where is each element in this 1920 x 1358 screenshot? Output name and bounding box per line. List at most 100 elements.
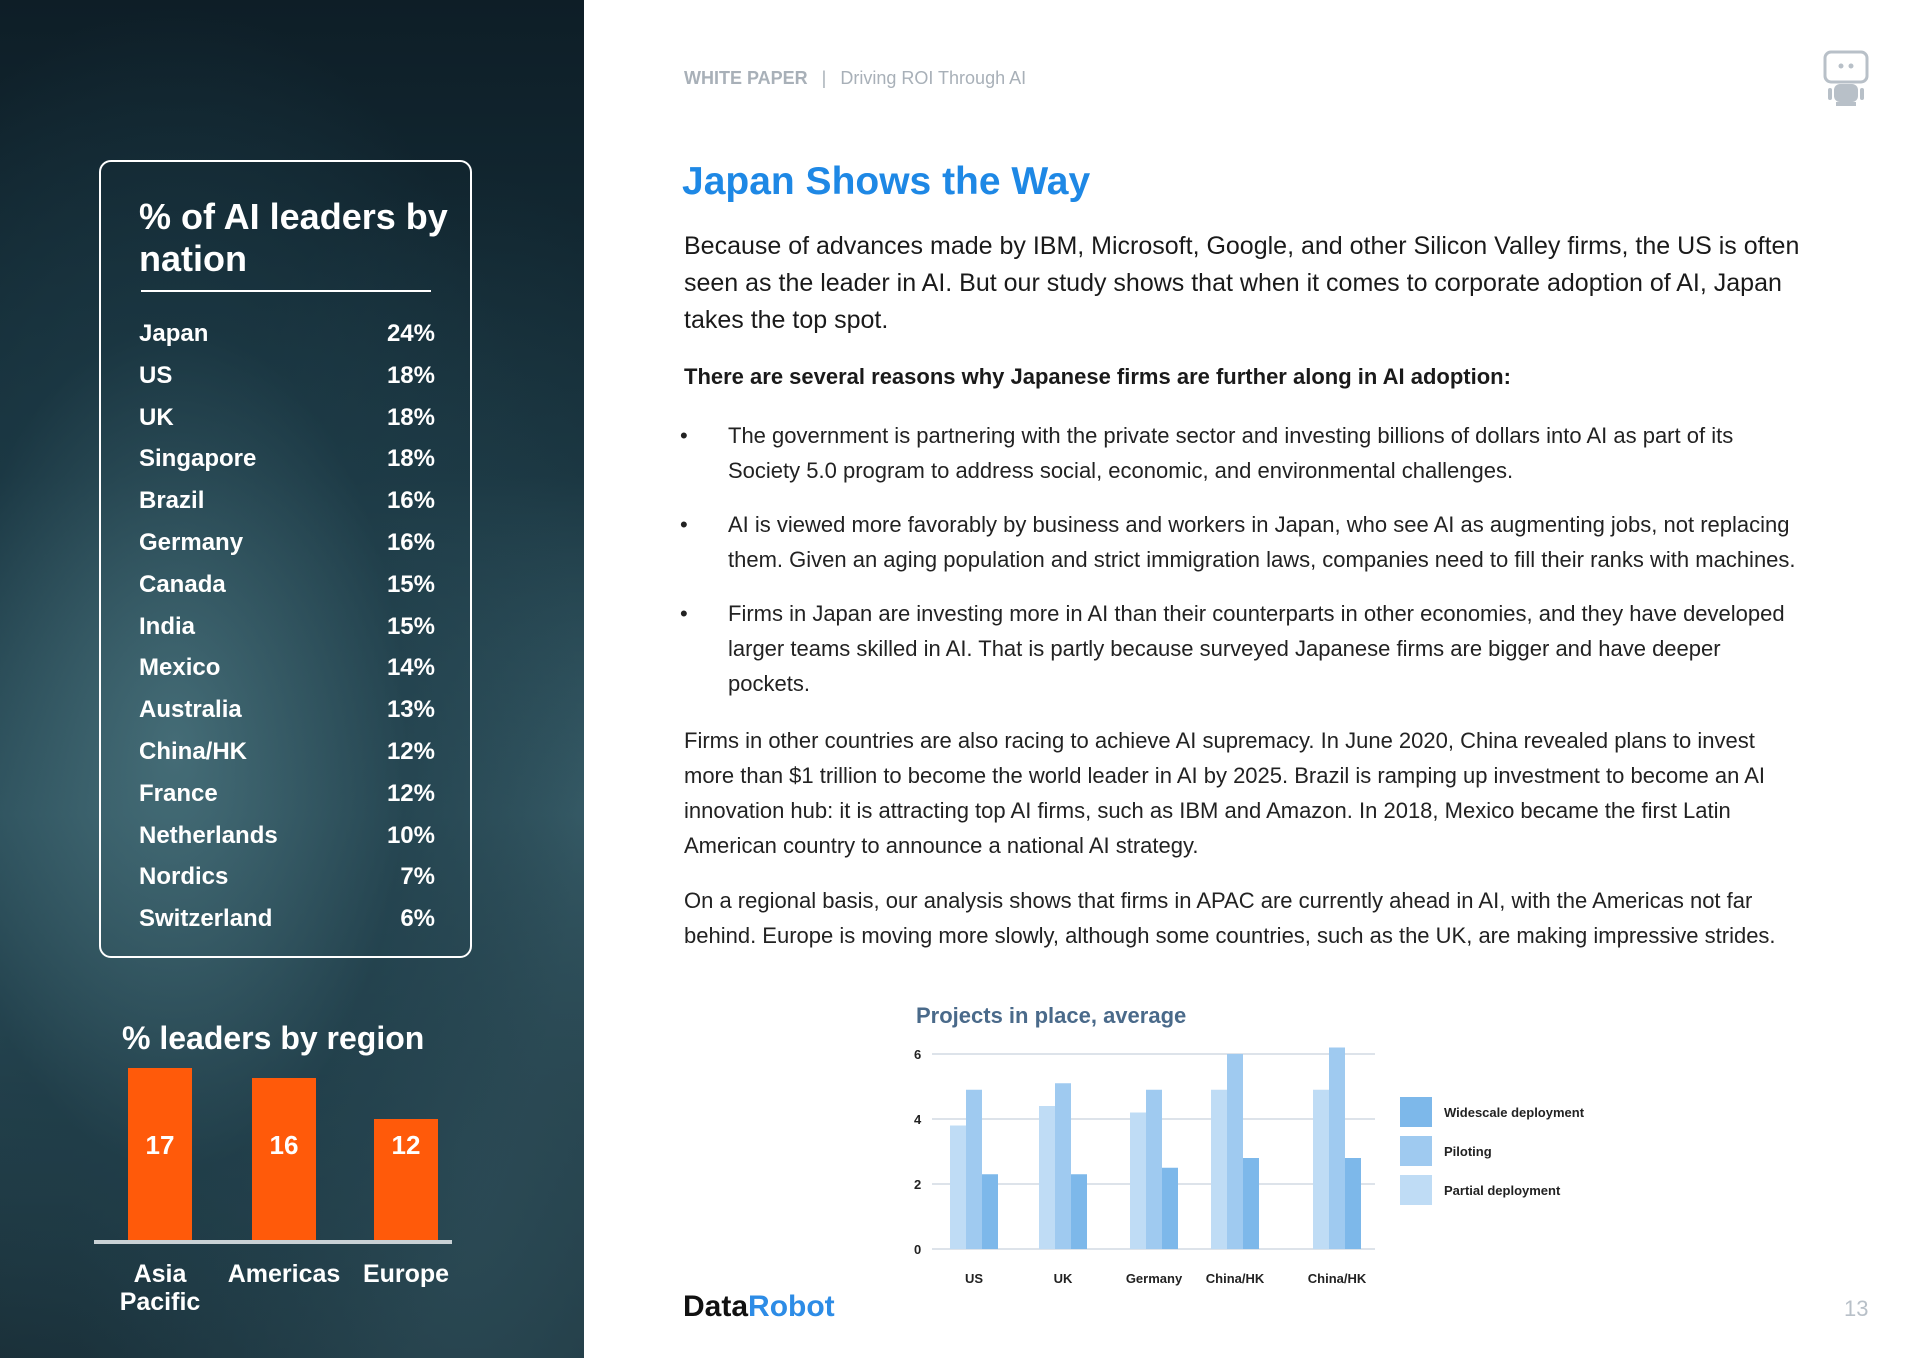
- nation-name: Canada: [139, 570, 226, 598]
- region-value: 12: [391, 1129, 421, 1160]
- region-label: Europe: [362, 1260, 450, 1288]
- nation-row: Nordics 7%: [139, 863, 435, 891]
- x-tick-label: China/HK: [1206, 1271, 1265, 1286]
- bar-partial-deployment: [1211, 1089, 1227, 1249]
- bar-widescale-deployment: [1345, 1158, 1361, 1249]
- bar-widescale-deployment: [1162, 1167, 1178, 1249]
- nation-row: Brazil 16%: [139, 487, 435, 515]
- legend-item: Piloting: [1400, 1136, 1492, 1166]
- legend-label: Partial deployment: [1444, 1182, 1561, 1198]
- nation-pct: 16%: [386, 529, 435, 556]
- region-bar: 17: [128, 1068, 192, 1240]
- x-tick-label: China/HK: [1308, 1271, 1367, 1286]
- nation-pct: 10%: [386, 821, 435, 849]
- nation-name: Australia: [139, 696, 242, 724]
- bar-piloting: [1146, 1089, 1162, 1249]
- y-tick-label: 0: [914, 1242, 921, 1257]
- robot-icon: [1823, 50, 1869, 106]
- nation-row: India 15%: [139, 613, 435, 641]
- y-tick-label: 2: [914, 1177, 921, 1192]
- legend-swatch: [1400, 1136, 1432, 1166]
- nation-pct: 6%: [400, 905, 435, 933]
- nation-pct: 18%: [386, 403, 435, 431]
- nation-table-title: % of AI leaders by nation: [139, 196, 448, 279]
- header-label: WHITE PAPER: [684, 68, 808, 88]
- nation-name: Netherlands: [139, 821, 278, 849]
- header-separator: |: [821, 68, 827, 88]
- x-tick-label: UK: [1054, 1271, 1073, 1286]
- bullet-dot: •: [680, 601, 688, 626]
- bullet-dot: •: [680, 423, 688, 448]
- region-baseline: [94, 1240, 452, 1244]
- bar-piloting: [966, 1089, 982, 1249]
- y-tick-label: 6: [914, 1047, 921, 1062]
- bar-partial-deployment: [1130, 1112, 1146, 1249]
- region-bar: 16: [252, 1078, 316, 1240]
- nation-row: Canada 15%: [139, 571, 435, 599]
- nation-row: UK 18%: [139, 404, 435, 432]
- nation-row: Japan 24%: [139, 320, 435, 348]
- nation-pct: 16%: [386, 487, 435, 515]
- paragraph: On a regional basis, our analysis shows …: [684, 888, 1776, 948]
- nation-name: Mexico: [139, 654, 221, 682]
- nation-row: Australia 13%: [139, 696, 435, 724]
- bullet-text: Firms in Japan are investing more in AI …: [728, 601, 1785, 696]
- bullet-text: The government is partnering with the pr…: [728, 423, 1734, 483]
- bullet-item: • AI is viewed more favorably by business…: [680, 507, 1800, 577]
- nation-name: Brazil: [139, 487, 205, 515]
- bar-piloting: [1227, 1054, 1243, 1249]
- nation-pct: 14%: [386, 654, 435, 682]
- sidebar-panel: % of AI leaders by nation Japan 24% US 18% U…: [0, 0, 584, 1358]
- x-tick-label: Germany: [1126, 1271, 1183, 1286]
- bar-partial-deployment: [950, 1125, 966, 1249]
- projects-chart: 0 2 4 6 US UK Germany China/HK China/HK: [914, 1047, 1375, 1286]
- nation-pct: 12%: [386, 738, 435, 765]
- region-label: Asia Pacific: [119, 1260, 201, 1316]
- datarobot-logo: DataRobot: [683, 1290, 835, 1323]
- header: WHITE PAPER | Driving ROI Through AI: [684, 68, 1026, 89]
- nation-pct: 15%: [386, 570, 435, 598]
- legend-swatch: [1400, 1175, 1432, 1205]
- region-value: 17: [145, 1129, 175, 1160]
- nation-name: India: [139, 612, 196, 640]
- paragraph: Firms in other countries are also racing…: [684, 728, 1766, 858]
- nation-pct: 24%: [386, 320, 435, 347]
- bar-widescale-deployment: [1071, 1174, 1087, 1249]
- bullet-text: AI is viewed more favorably by business …: [728, 512, 1796, 572]
- nation-name: France: [139, 779, 218, 807]
- legend-item: Widescale deployment: [1400, 1097, 1584, 1127]
- region-value: 16: [269, 1129, 299, 1160]
- nation-pct: 15%: [386, 612, 435, 640]
- nation-row: Singapore 18%: [139, 445, 435, 473]
- nation-name: US: [139, 361, 173, 389]
- region-bar: 12: [374, 1118, 438, 1240]
- nation-name: Germany: [139, 529, 244, 556]
- nation-pct: 12%: [386, 779, 435, 807]
- legend-item: Partial deployment: [1400, 1175, 1560, 1205]
- page-title: Japan Shows the Way: [682, 160, 1091, 203]
- nation-name: Japan: [139, 320, 209, 347]
- bar-piloting: [1329, 1047, 1345, 1249]
- nation-row: Netherlands 10%: [139, 822, 435, 850]
- nation-pct: 18%: [386, 445, 435, 473]
- lead-text: There are several reasons why Japanese f…: [684, 364, 1511, 389]
- nation-pct: 13%: [386, 696, 435, 724]
- bar-widescale-deployment: [1243, 1158, 1259, 1249]
- bullet-dot: •: [680, 512, 688, 537]
- bar-widescale-deployment: [982, 1174, 998, 1249]
- bullet-item: • The government is partnering with the p…: [680, 418, 1800, 488]
- bullet-item: • Firms in Japan are investing more in AI…: [680, 596, 1800, 701]
- nation-row: China/HK 12%: [139, 738, 435, 766]
- bar-partial-deployment: [1313, 1089, 1329, 1249]
- nation-row: Germany 16%: [139, 529, 435, 557]
- nation-pct: 18%: [386, 361, 435, 389]
- y-tick-label: 4: [914, 1112, 922, 1127]
- legend-swatch: [1400, 1097, 1432, 1127]
- region-label: Americas: [227, 1260, 341, 1288]
- x-tick-label: US: [965, 1271, 983, 1286]
- nation-name: UK: [139, 403, 174, 431]
- intro-paragraph: Because of advances made by IBM, Microso…: [684, 232, 1800, 334]
- nation-name: Singapore: [139, 445, 257, 473]
- nation-table: % of AI leaders by nation Japan 24% US 18% U…: [99, 160, 472, 958]
- bar-piloting: [1055, 1083, 1071, 1249]
